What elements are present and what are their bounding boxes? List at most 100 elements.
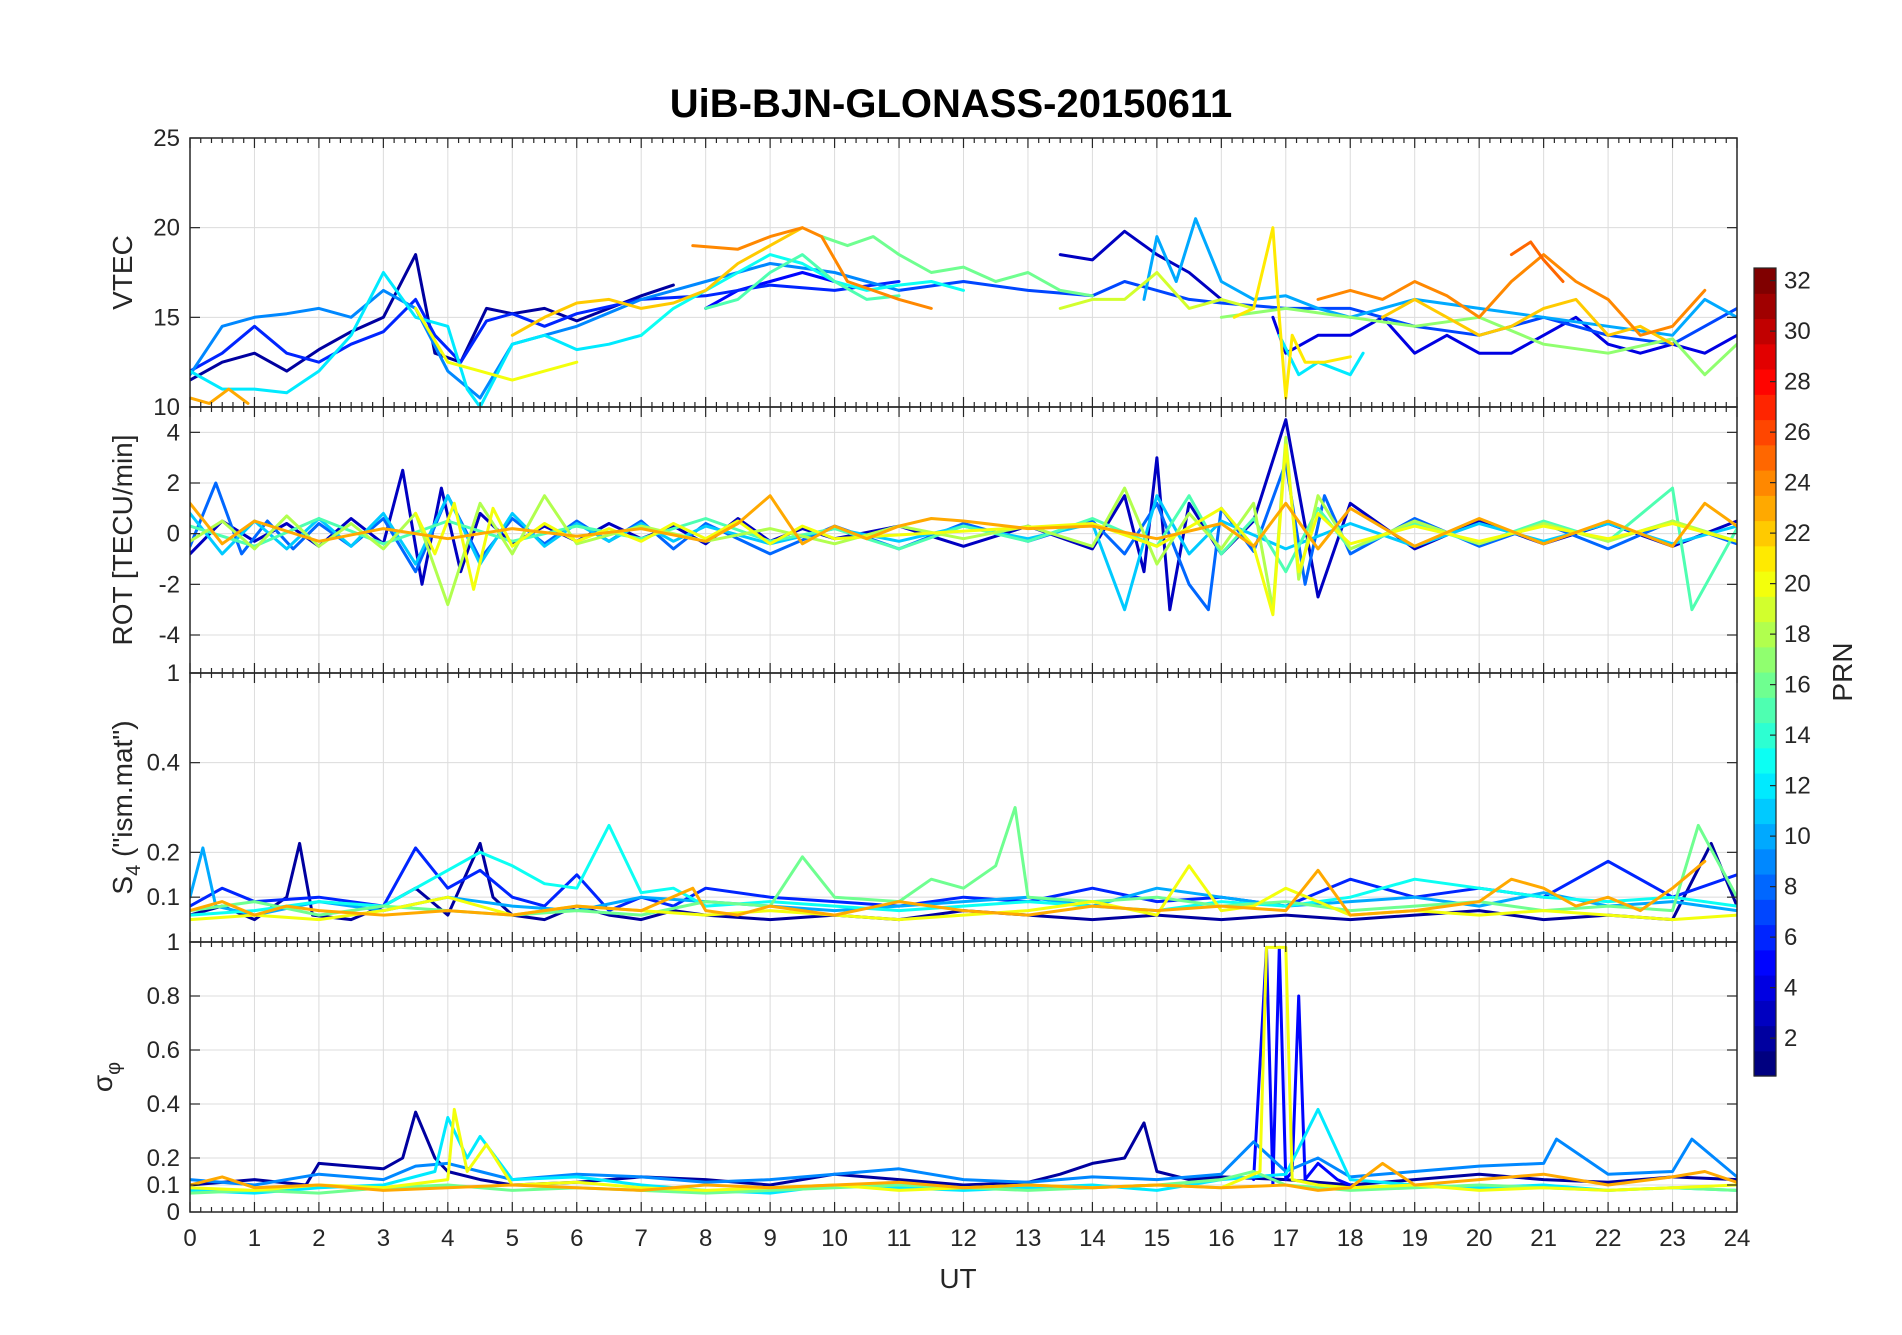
series-line-prn-23 xyxy=(190,494,1737,551)
colorbar-segment xyxy=(1754,1025,1776,1052)
x-tick-label: 7 xyxy=(635,1225,648,1252)
y-axis-label-s4: S4 ("ism.mat") xyxy=(107,720,145,894)
colorbar-segment xyxy=(1754,975,1776,1001)
colorbar-segment xyxy=(1754,318,1776,345)
colorbar-tick-label: 16 xyxy=(1784,672,1811,699)
colorbar-tick-label: 20 xyxy=(1784,571,1811,598)
x-tick-label: 0 xyxy=(183,1225,196,1252)
y-tick-label: -2 xyxy=(159,571,180,598)
series-line-prn-23 xyxy=(190,1161,1737,1192)
colorbar-segment xyxy=(1754,596,1776,623)
colorbar-segment xyxy=(1754,394,1776,421)
x-tick-label: 3 xyxy=(377,1225,390,1252)
colorbar-tick-label: 14 xyxy=(1784,722,1811,749)
x-tick-label: 19 xyxy=(1401,1225,1428,1252)
x-axis-label: UT xyxy=(939,1263,976,1294)
x-tick-label: 13 xyxy=(1015,1225,1042,1252)
x-tick-label: 17 xyxy=(1272,1225,1299,1252)
y-tick-label: 25 xyxy=(153,125,180,152)
panel-sigma: 00.10.2 0.4 0.6 0.8 1 σφ xyxy=(87,929,1738,1226)
x-tick-label: 18 xyxy=(1337,1225,1364,1252)
series-group-vtec xyxy=(190,217,1737,407)
colorbar-segment xyxy=(1754,949,1776,976)
x-tick-label: 8 xyxy=(699,1225,712,1252)
y-tick-label: 2 xyxy=(167,470,180,497)
series-line-prn-22 xyxy=(1381,297,1674,346)
colorbar-tick-label: 8 xyxy=(1784,874,1797,901)
x-tick-label: 15 xyxy=(1144,1225,1171,1252)
y-tick-label: 0.2 xyxy=(147,1145,180,1172)
colorbar-segment xyxy=(1754,899,1776,926)
series-line-prn-10 xyxy=(1142,217,1737,337)
colorbar-label: PRN xyxy=(1827,642,1858,701)
colorbar-tick-label: 10 xyxy=(1784,823,1811,850)
panel-vtec: 10 15 20 25 VTEC xyxy=(107,125,1738,421)
y-tick-label: -4 xyxy=(159,622,180,649)
y-axis-label-vtec: VTEC xyxy=(107,235,138,310)
colorbar-segment xyxy=(1754,747,1776,774)
y-tick-label: 0.6 xyxy=(147,1037,180,1064)
colorbar-tick-label: 30 xyxy=(1784,318,1811,345)
colorbar-tick-label: 18 xyxy=(1784,621,1811,648)
panel-s4: 0.1 0.2 0.4 1 S4 ("ism.mat") xyxy=(107,660,1738,943)
colorbar-segment xyxy=(1754,369,1776,395)
colorbar-segment xyxy=(1754,293,1776,320)
series-line-prn-20 xyxy=(414,443,1737,617)
colorbar-segment xyxy=(1754,697,1776,724)
colorbar-segment xyxy=(1754,823,1776,850)
series-line-prn-19 xyxy=(1058,271,1256,310)
x-tick-label: 2 xyxy=(312,1225,325,1252)
series-group-s4 xyxy=(190,806,1737,922)
colorbar-segment xyxy=(1754,722,1776,749)
series-line-prn-15 xyxy=(704,253,901,310)
series-line-prn-2 xyxy=(190,253,675,382)
series-line-prn-18 xyxy=(190,435,1737,612)
series-line-prn-20 xyxy=(190,864,1737,922)
series-line-prn-13 xyxy=(190,823,1737,917)
y-tick-label: 0.8 xyxy=(147,983,180,1010)
y-tick-label: 0 xyxy=(167,1199,180,1226)
colorbar-segment xyxy=(1754,495,1776,522)
series-line-prn-17 xyxy=(1219,306,1737,377)
colorbar-tick-label: 12 xyxy=(1784,773,1811,800)
series-line-prn-13 xyxy=(639,253,965,337)
colorbar-segment xyxy=(1754,773,1776,799)
series-line-prn-5 xyxy=(704,271,837,310)
y-tick-label: 0 xyxy=(167,521,180,548)
y-tick-label: 0.1 xyxy=(147,884,180,911)
y-tick-label: 1 xyxy=(167,660,180,687)
series-group-sigma xyxy=(190,945,1737,1195)
y-tick-label: 1 xyxy=(167,929,180,956)
colorbar-frame xyxy=(1753,267,1777,1077)
x-tick-label: 21 xyxy=(1530,1225,1557,1252)
x-tick-label: 9 xyxy=(763,1225,776,1252)
y-axis-label-rot: ROT [TECU/min] xyxy=(107,434,138,645)
colorbar-segment xyxy=(1754,1000,1776,1027)
colorbar-segment xyxy=(1754,848,1776,875)
series-line-prn-6 xyxy=(190,280,901,373)
colorbar-segment xyxy=(1754,520,1776,547)
y-axis-label-sigma: σφ xyxy=(87,1062,125,1092)
x-tick-label: 22 xyxy=(1595,1225,1622,1252)
y-tick-label: 15 xyxy=(153,304,180,331)
series-line-prn-24 xyxy=(691,226,933,310)
y-tick-label: 0.2 xyxy=(147,839,180,866)
colorbar-segment xyxy=(1754,874,1776,900)
x-tick-label: 14 xyxy=(1079,1225,1106,1252)
colorbar-segment xyxy=(1754,545,1776,572)
series-line-prn-4 xyxy=(1271,315,1737,355)
colorbar-tick-label: 26 xyxy=(1784,419,1811,446)
x-tick-label: 6 xyxy=(570,1225,583,1252)
x-tick-label: 11 xyxy=(887,1225,912,1252)
colorbar-tick-label: 32 xyxy=(1784,268,1811,295)
y-tick-label: 20 xyxy=(153,215,180,242)
colorbar-tick-label: 22 xyxy=(1784,520,1811,547)
colorbar-tick-label: 28 xyxy=(1784,369,1811,396)
colorbar-segment xyxy=(1754,571,1776,597)
colorbar-segment xyxy=(1754,419,1776,446)
colorbar-tick-label: 2 xyxy=(1784,1025,1797,1052)
colorbar-segment xyxy=(1754,621,1776,648)
colorbar-segment xyxy=(1754,798,1776,825)
series-line-prn-22 xyxy=(510,226,804,337)
